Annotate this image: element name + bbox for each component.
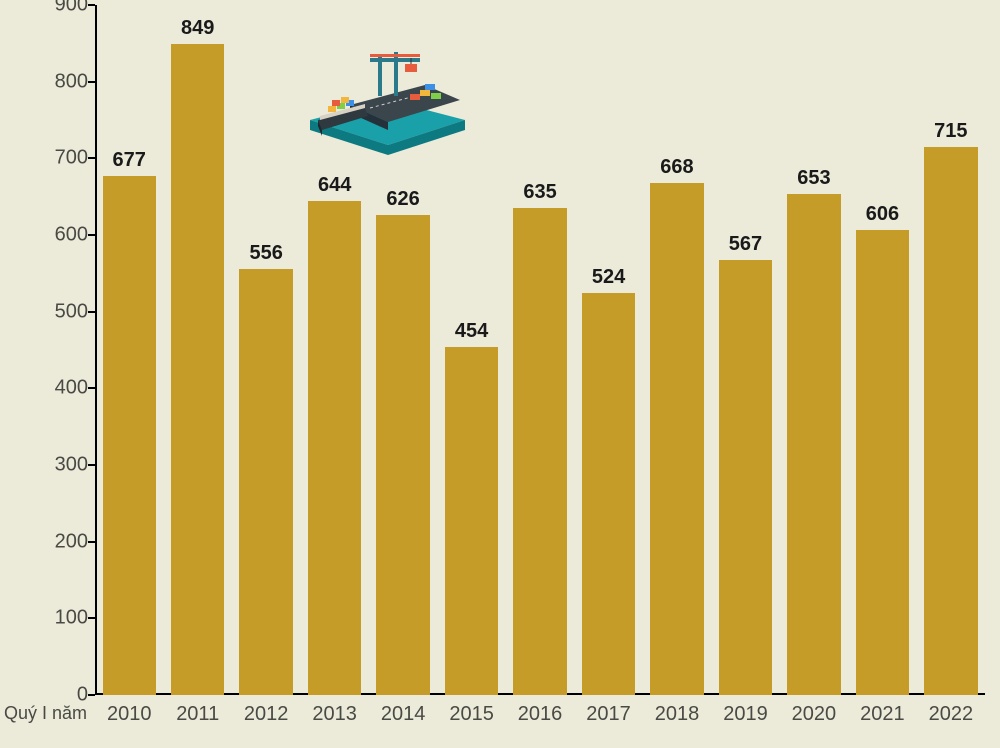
bar — [103, 176, 156, 695]
y-tick-mark — [88, 157, 95, 159]
bar-value-label: 524 — [592, 266, 625, 289]
y-tick-mark — [88, 234, 95, 236]
bar — [787, 194, 840, 695]
bar-value-label: 635 — [523, 181, 556, 204]
bar-slot: 677 — [95, 149, 163, 695]
x-tick-label: 2016 — [506, 697, 574, 726]
bar-slot: 668 — [643, 156, 711, 695]
bar-value-label: 556 — [249, 242, 282, 265]
shipping-port-icon — [310, 50, 465, 155]
y-tick-label: 800 — [8, 70, 88, 93]
bar — [513, 208, 566, 695]
x-tick-label: 2012 — [232, 697, 300, 726]
bar-value-label: 653 — [797, 167, 830, 190]
x-tick-label: 2018 — [643, 697, 711, 726]
bar-slot: 635 — [506, 181, 574, 695]
bar-value-label: 849 — [181, 17, 214, 40]
y-tick-label: 100 — [8, 607, 88, 630]
bar-value-label: 644 — [318, 174, 351, 197]
bar-slot: 567 — [711, 233, 779, 695]
x-tick-label: 2011 — [163, 697, 231, 726]
y-tick-label: 600 — [8, 224, 88, 247]
y-tick-label: 200 — [8, 530, 88, 553]
y-tick-mark — [88, 541, 95, 543]
y-tick-label: 300 — [8, 454, 88, 477]
bar-slot: 556 — [232, 242, 300, 695]
x-tick-label: 2019 — [711, 697, 779, 726]
y-tick-mark — [88, 694, 95, 696]
y-tick-mark — [88, 81, 95, 83]
bar-slot: 524 — [574, 266, 642, 695]
y-tick-label: 700 — [8, 147, 88, 170]
bar-slot: 644 — [300, 174, 368, 695]
y-tick-mark — [88, 464, 95, 466]
bar-slot: 626 — [369, 188, 437, 695]
y-tick-label: 900 — [8, 0, 88, 17]
x-tick-label: 2021 — [848, 697, 916, 726]
x-tick-label: 2020 — [780, 697, 848, 726]
bar-value-label: 677 — [113, 149, 146, 172]
bar — [719, 260, 772, 695]
bar — [650, 183, 703, 695]
bar — [239, 269, 292, 695]
bar-value-label: 567 — [729, 233, 762, 256]
x-tick-label: 2022 — [917, 697, 985, 726]
bar-value-label: 626 — [386, 188, 419, 211]
bar — [308, 201, 361, 695]
bar-value-label: 454 — [455, 320, 488, 343]
bar-value-label: 715 — [934, 120, 967, 143]
x-tick-label: 2013 — [300, 697, 368, 726]
y-tick-label: 500 — [8, 300, 88, 323]
y-tick-mark — [88, 617, 95, 619]
bar — [856, 230, 909, 695]
x-tick-label: 2010 — [95, 697, 163, 726]
bar — [924, 147, 977, 695]
y-tick-label: 400 — [8, 377, 88, 400]
bar-value-label: 668 — [660, 156, 693, 179]
x-axis-title: Quý I năm — [0, 703, 95, 724]
x-tick-label: 2015 — [437, 697, 505, 726]
bar-chart: 0100200300400500600700800900 67784955664… — [0, 0, 1000, 748]
bar-slot: 849 — [163, 17, 231, 695]
x-tick-label: 2017 — [574, 697, 642, 726]
bar-slot: 606 — [848, 203, 916, 695]
y-tick-mark — [88, 387, 95, 389]
bar — [445, 347, 498, 695]
bar-value-label: 606 — [866, 203, 899, 226]
x-tick-label: 2014 — [369, 697, 437, 726]
bar-slot: 715 — [917, 120, 985, 695]
bar — [376, 215, 429, 695]
bar-slot: 454 — [437, 320, 505, 695]
x-axis-labels: 2010201120122013201420152016201720182019… — [95, 697, 985, 726]
bar — [582, 293, 635, 695]
bars-group: 677 849 556 644 626 454 635 524 668 567 653 606 715 — [95, 5, 985, 695]
bar-slot: 653 — [780, 167, 848, 695]
y-tick-mark — [88, 4, 95, 6]
y-tick-mark — [88, 311, 95, 313]
bar — [171, 44, 224, 695]
